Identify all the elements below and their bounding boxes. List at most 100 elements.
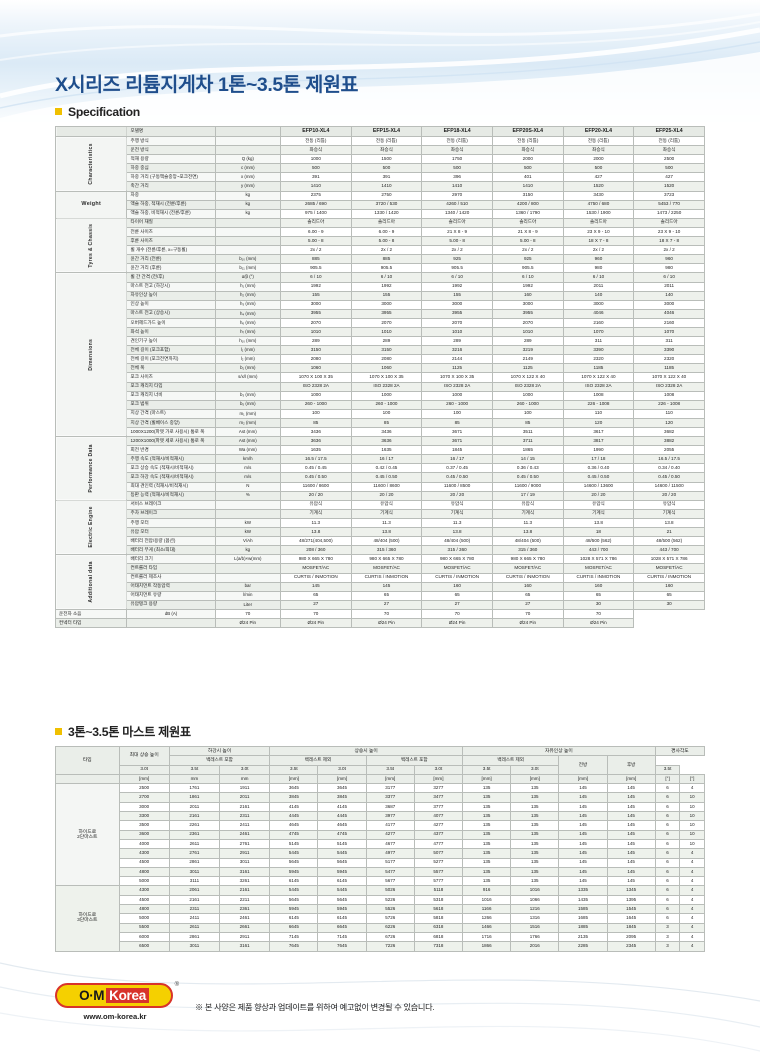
- mast-value-cell: 145: [606, 820, 656, 831]
- page-title: X시리즈 리튬지게차 1톤~3.5톤 제원표: [55, 74, 359, 96]
- spec-row-unit: Liter: [214, 599, 281, 610]
- spec-value-cell: 13.8: [562, 517, 635, 529]
- spec-value-cell: 6 / 10: [421, 272, 493, 283]
- spec-value-cell: 65: [491, 590, 564, 601]
- spec-row-label: 오버헤드가드 높이: [126, 317, 216, 328]
- spec-table-row: 어태치먼트 유량 l/min 65 65 65 65 65 65: [56, 590, 705, 601]
- spec-value-cell: 2000: [491, 154, 564, 165]
- mast-value-cell: 135: [462, 801, 512, 813]
- spec-row-label: 마스트 전고 (상승시): [126, 308, 216, 319]
- spec-row-unit: [214, 226, 281, 238]
- spec-row-unit: [214, 245, 281, 256]
- spec-value-cell: MOSFET/AC: [562, 563, 635, 574]
- spec-value-cell: 1635: [279, 445, 352, 456]
- spec-value-cell: 100: [421, 408, 493, 419]
- mast-value-cell: 5318: [413, 894, 464, 906]
- spec-category-label: Tyres & Chassis: [55, 218, 127, 273]
- mast-value-cell: 6: [654, 857, 681, 868]
- spec-value-cell: 0.36 / 0.40: [562, 463, 635, 474]
- mast-value-cell: 2345: [606, 941, 656, 952]
- spec-table-row: 전체 폭 b₁ (mm) 1060 1060 1125 1125 1185 1185: [56, 363, 705, 374]
- mast-unit-cell: [mm]: [317, 773, 367, 785]
- spec-value-cell: 260 - 1000: [421, 399, 493, 410]
- spec-value-cell: 885: [279, 254, 352, 265]
- spec-value-cell: 1410: [350, 181, 423, 192]
- spec-value-cell: 1010: [279, 326, 352, 338]
- spec-value-cell: 11.3: [350, 517, 423, 529]
- spec-value-cell: 70: [562, 608, 635, 619]
- mast-value-cell: 2411: [168, 913, 221, 924]
- spec-value-cell: 0.45 / 0.50: [279, 472, 352, 483]
- company-website: www.om-korea.kr: [83, 1012, 147, 1021]
- mast-table-row: 4800 3011 3161 5945 5945 5477 5577 135 135 145 145…: [56, 866, 705, 878]
- spec-value-cell: 2000: [562, 154, 635, 165]
- mast-table-row: 5000 2411 2461 6145 6145 5726 5818 1266 1316 1685…: [56, 913, 705, 924]
- spec-value-cell: 6.00 - 9: [279, 226, 352, 238]
- spec-row-unit: h₄ (mm): [214, 308, 281, 319]
- mast-value-cell: 4: [679, 857, 705, 868]
- spec-table-row: Performance Data 1200X1000(파렛 세로 사용시) 통로 …: [55, 436, 705, 501]
- spec-value-cell: Ø24 Pin: [421, 617, 493, 629]
- spec-value-cell: 70: [491, 608, 564, 619]
- spec-value-cell: 30: [562, 599, 635, 610]
- mast-value-cell: 145: [558, 820, 608, 831]
- spec-value-cell: 1070 X 122 X 40: [633, 372, 705, 383]
- spec-row-label: 전륜 사이즈: [126, 226, 216, 238]
- spec-value-cell: 1000: [421, 390, 493, 401]
- mast-value-cell: 1585: [558, 904, 608, 915]
- mast-value-cell: 3261: [219, 876, 271, 887]
- spec-table-row: 주행 속도 (적재시/비적재시) km/h 16.5 / 17.5 16 / 17 16…: [56, 454, 705, 465]
- spec-table-row: 등판 능력 (적재시/비적재시)% 20 / 20 20 / 20 20 / 20 17…: [56, 490, 705, 501]
- spec-table-row: Weight 자중 kg 2375 2750 2970 3150 3430 3723: [54, 190, 705, 219]
- spec-row-unit: b₅ (mm): [214, 399, 281, 410]
- mast-backrest-incl-header: 백레스트 포함: [168, 755, 271, 766]
- spec-table-row: 지상 간격 (마스트) m₁ (mm) 100 100 100 100 110 110: [56, 408, 705, 419]
- spec-value-cell: 2055: [633, 445, 705, 456]
- mast-value-cell: 6000: [118, 931, 170, 943]
- spec-value-cell: 155: [279, 290, 352, 301]
- unit-header: [214, 126, 281, 137]
- spec-value-cell: 13.8: [491, 527, 564, 538]
- mast-type-label: 하이드로 2단마스트: [55, 783, 120, 887]
- mast-value-cell: 5945: [317, 866, 367, 878]
- spec-value-cell: 70: [350, 608, 423, 619]
- spec-table-row: 마스트 전고 (하강시) h₁ (mm) 1992 1992 1992 1992 2011 2…: [56, 281, 705, 292]
- mast-value-cell: 3: [654, 922, 681, 933]
- mast-value-cell: 145: [606, 848, 656, 859]
- mast-value-cell: 7145: [269, 931, 319, 943]
- mast-table-row: 하이드로 3단마스트 4300 2061 2161 5445 5445 5026 5118 916…: [55, 885, 705, 952]
- spec-row-label: 주행 모터: [126, 517, 216, 529]
- spec-row-unit: [214, 135, 281, 147]
- spec-value-cell: 160: [421, 581, 493, 592]
- spec-value-cell: 좌승식: [279, 145, 352, 156]
- spec-value-cell: 1070 X 100 X 35: [279, 372, 352, 383]
- mast-value-cell: 5077: [413, 848, 464, 859]
- spec-value-cell: 3671: [421, 436, 493, 447]
- mast-value-cell: 2461: [219, 913, 271, 924]
- spec-table-row: 포크 캐리지 너비 b₃ (mm) 1000 1000 1000 1000 1008 1008: [56, 390, 705, 401]
- mast-value-cell: 4277: [413, 820, 464, 831]
- mast-unit-cell: [°]: [679, 773, 705, 785]
- spec-row-unit: b₁₀ (mm): [214, 254, 281, 265]
- mast-table-row: 4800 2311 2361 5945 5945 5526 5618 1166 1216 1585…: [56, 904, 705, 915]
- spec-row-label: 주행 속도 (적재시/비적재시): [126, 454, 216, 465]
- spec-value-cell: 3636: [279, 436, 352, 447]
- mast-capacity-sub-header: 3.0t: [413, 764, 464, 775]
- spec-value-cell: 391: [350, 172, 423, 183]
- spec-value-cell: 1635: [350, 445, 423, 456]
- spec-value-cell: 좌승식: [350, 145, 423, 156]
- spec-value-cell: 13.8: [350, 527, 423, 538]
- mast-value-cell: 135: [510, 848, 560, 859]
- mast-table-row: 4300 2761 2911 5445 5445 4977 5077 135 135 145 145…: [56, 848, 705, 859]
- spec-value-cell: 2x / 2: [562, 245, 635, 256]
- spec-row-unit: kW: [214, 517, 281, 529]
- spec-value-cell: MOSFET/AC: [421, 563, 493, 574]
- spec-value-cell: 4046: [562, 308, 635, 319]
- mast-value-cell: 3600: [118, 829, 170, 840]
- mast-value-cell: 1316: [510, 913, 560, 924]
- spec-value-cell: 0.37 / 0.45: [421, 463, 493, 474]
- spec-row-label: 전체 폭: [126, 363, 216, 374]
- mast-value-cell: 6: [654, 838, 681, 850]
- specification-section-label: Specification: [68, 105, 140, 119]
- mast-value-cell: 3687: [365, 801, 415, 813]
